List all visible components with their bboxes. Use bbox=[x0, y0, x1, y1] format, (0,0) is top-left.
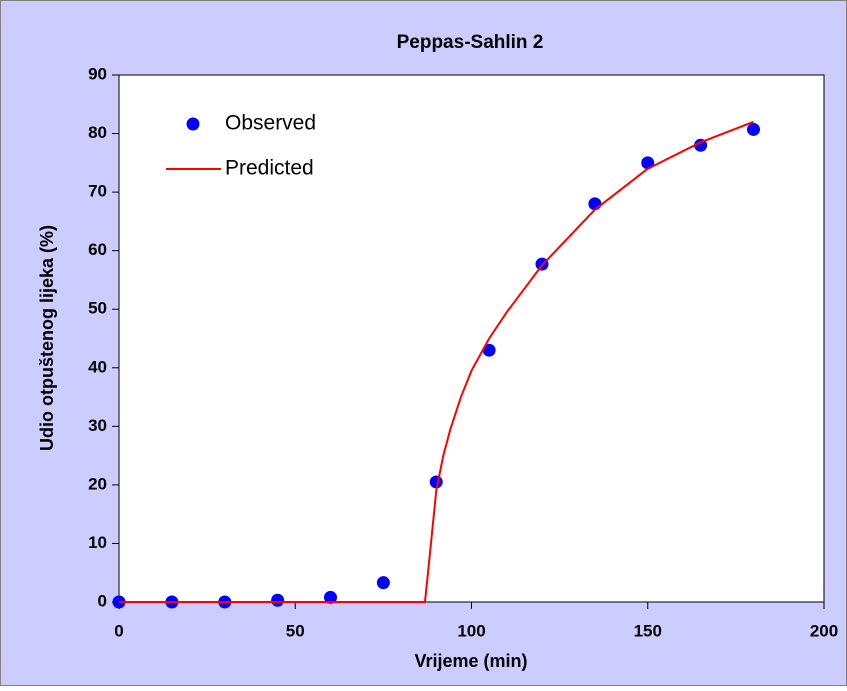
y-tick-label: 50 bbox=[88, 299, 107, 318]
observed-point bbox=[588, 197, 602, 211]
y-axis-label: Udio otpuštenog lijeka (%) bbox=[37, 225, 57, 451]
x-tick-label: 0 bbox=[114, 621, 123, 640]
y-tick-label: 90 bbox=[88, 64, 107, 83]
legend-label: Predicted bbox=[225, 157, 314, 180]
observed-point bbox=[747, 122, 760, 136]
x-axis-label: Vrijeme (min) bbox=[414, 651, 527, 671]
x-tick-label: 150 bbox=[634, 621, 662, 640]
x-tick-label: 50 bbox=[286, 621, 305, 640]
y-tick-label: 20 bbox=[88, 474, 107, 493]
y-tick-label: 0 bbox=[98, 591, 107, 610]
observed-point bbox=[482, 343, 496, 357]
y-tick-label: 80 bbox=[88, 123, 107, 142]
legend-marker bbox=[186, 117, 200, 131]
chart-title: Peppas-Sahlin 2 bbox=[397, 32, 544, 53]
y-tick-label: 60 bbox=[88, 240, 107, 259]
observed-point bbox=[324, 590, 337, 604]
x-tick-label: 100 bbox=[457, 621, 485, 640]
y-tick-label: 40 bbox=[88, 357, 107, 376]
y-tick-label: 30 bbox=[88, 416, 107, 435]
predicted-line bbox=[119, 120, 754, 603]
y-tick-label: 10 bbox=[88, 533, 107, 552]
observed-point bbox=[376, 576, 390, 590]
plot-area bbox=[118, 74, 825, 603]
y-tick-label: 70 bbox=[88, 182, 107, 201]
observed-point bbox=[271, 593, 285, 607]
x-tick-label: 200 bbox=[810, 621, 838, 640]
legend-label: Observed bbox=[225, 112, 316, 135]
